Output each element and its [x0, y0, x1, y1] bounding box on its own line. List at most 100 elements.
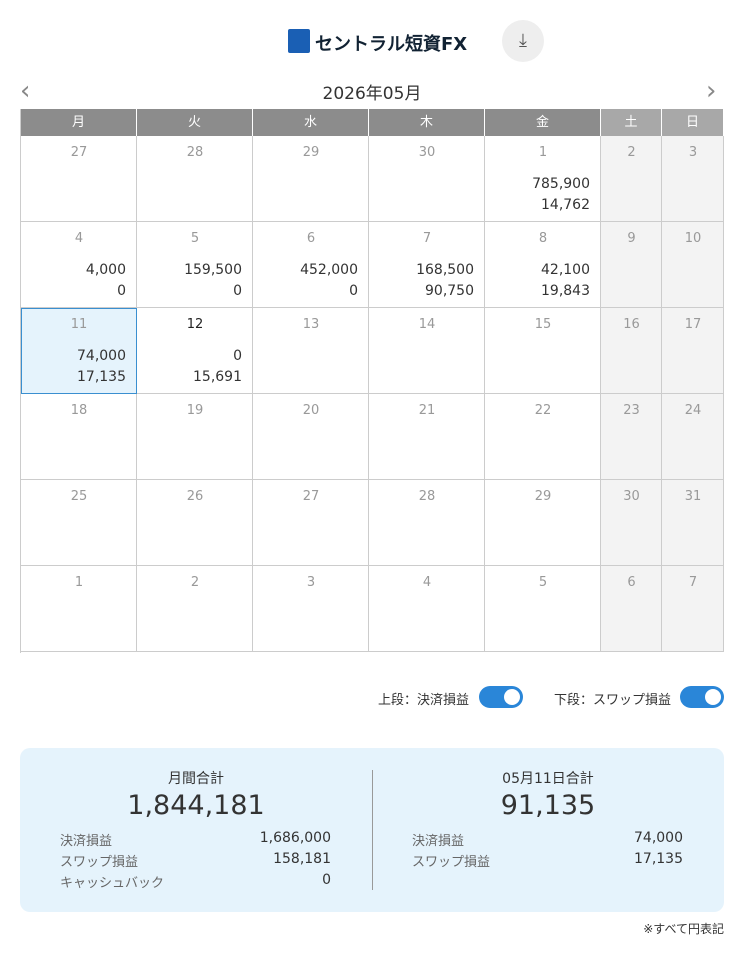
day-cell[interactable]: 3: [662, 136, 724, 222]
day-cell[interactable]: 1: [21, 566, 137, 652]
day-cell[interactable]: 18: [21, 394, 137, 480]
day-cell[interactable]: 8 42,100 19,843: [485, 222, 601, 308]
lower-value: 0: [117, 283, 126, 299]
day-cell[interactable]: 31: [662, 480, 724, 566]
day-number: 20: [302, 403, 320, 418]
day-number: 1: [74, 575, 84, 590]
day-number: 6: [306, 231, 316, 246]
upper-value: 168,500: [416, 262, 474, 278]
day-cell[interactable]: 7: [662, 566, 724, 652]
day-cell[interactable]: 10: [662, 222, 724, 308]
toggle-label: 上段：決済損益: [378, 693, 470, 708]
day-cell[interactable]: 15: [485, 308, 601, 394]
day-cell[interactable]: 4: [369, 566, 485, 652]
day-number: 2: [627, 145, 636, 160]
summary-row-value: 17,135: [634, 851, 683, 867]
logo-icon: [288, 29, 310, 53]
day-cell[interactable]: 3: [253, 566, 369, 652]
day-number: 4: [74, 231, 84, 246]
next-month[interactable]: ›: [706, 76, 717, 106]
day-cell[interactable]: 16: [601, 308, 662, 394]
divider: [372, 770, 373, 890]
day-cell[interactable]: 23: [601, 394, 662, 480]
summary-row-label: 決済損益: [60, 834, 113, 849]
day-cell[interactable]: 1 785,900 14,762: [485, 136, 601, 222]
toggle-knob: [504, 689, 520, 705]
day-cell[interactable]: 5 159,500 0: [137, 222, 253, 308]
day-cell[interactable]: 30: [601, 480, 662, 566]
toggle-knob: [705, 689, 721, 705]
summary-row-label: 決済損益: [412, 834, 465, 849]
upper-value: 0: [233, 348, 242, 364]
day-cell[interactable]: 19: [137, 394, 253, 480]
day-number: 3: [688, 145, 698, 160]
day-number: 10: [684, 231, 702, 246]
day-cell[interactable]: 29: [253, 136, 369, 222]
day-cell[interactable]: 4 4,000 0: [21, 222, 137, 308]
toggle-switch[interactable]: [479, 686, 523, 708]
upper-value: 785,900: [532, 176, 590, 192]
upper-value: 159,500: [184, 262, 242, 278]
day-number: 5: [190, 231, 200, 246]
day-cell[interactable]: 14: [369, 308, 485, 394]
day-cell[interactable]: 20: [253, 394, 369, 480]
day-cell[interactable]: 7 168,500 90,750: [369, 222, 485, 308]
day-cell[interactable]: 5: [485, 566, 601, 652]
day-number: 25: [70, 489, 88, 504]
day-cell[interactable]: 17: [662, 308, 724, 394]
day-number: 29: [534, 489, 552, 504]
day-cell[interactable]: 26: [137, 480, 253, 566]
day-cell[interactable]: 22: [485, 394, 601, 480]
day-cell[interactable]: 2: [137, 566, 253, 652]
day-number: 17: [684, 317, 702, 332]
day-cell[interactable]: 11 74,000 17,135: [21, 308, 137, 394]
download-button[interactable]: ⤓: [502, 20, 544, 62]
day-cell[interactable]: 28: [137, 136, 253, 222]
day-number: 19: [186, 403, 204, 418]
logo: セントラル短資FX: [315, 34, 468, 55]
day-cell[interactable]: 6 452,000 0: [253, 222, 369, 308]
upper-value: 4,000: [85, 262, 126, 278]
prev-month[interactable]: ‹: [20, 76, 31, 106]
day-cell[interactable]: 21: [369, 394, 485, 480]
summary-row-value: 158,181: [273, 851, 331, 867]
summary-title: 月間合計: [168, 771, 224, 787]
toggle-switch[interactable]: [680, 686, 724, 708]
day-number: 6: [627, 575, 636, 590]
day-cell[interactable]: 13: [253, 308, 369, 394]
summary-row-label: スワップ損益: [60, 855, 139, 870]
lower-value: 0: [349, 283, 358, 299]
day-cell[interactable]: 29: [485, 480, 601, 566]
day-number: 1: [538, 145, 548, 160]
summary-total: 1,844,181: [127, 790, 265, 821]
calendar: 月火水木金土日 27 28 29 30 1 785,900 14,762 2 3 4 4,000 0 5 1…: [20, 109, 725, 653]
day-cell[interactable]: 24: [662, 394, 724, 480]
day-cell[interactable]: 30: [369, 136, 485, 222]
lower-value: 90,750: [425, 283, 474, 299]
day-number: 31: [684, 489, 702, 504]
day-cell[interactable]: 27: [21, 136, 137, 222]
summary-row-value: 74,000: [634, 830, 683, 846]
summary-box: 月間合計 1,844,181 決済損益 1,686,000 スワップ損益 158,181 キ…: [20, 748, 724, 912]
day-number: 8: [538, 231, 548, 246]
day-cell[interactable]: 6: [601, 566, 662, 652]
day-cell[interactable]: 12 0 15,691: [137, 308, 253, 394]
toggle-label: 下段：スワップ損益: [554, 693, 672, 708]
upper-value: 452,000: [300, 262, 358, 278]
day-number: 28: [186, 145, 204, 160]
weekday-header: 水: [253, 109, 369, 136]
day-number: 2: [190, 575, 200, 590]
day-number: 30: [418, 145, 436, 160]
day-number: 27: [302, 489, 320, 504]
day-cell[interactable]: 25: [21, 480, 137, 566]
day-number: 26: [186, 489, 204, 504]
day-cell[interactable]: 28: [369, 480, 485, 566]
day-number: 16: [623, 317, 640, 332]
day-number: 29: [302, 145, 320, 160]
day-cell[interactable]: 2: [601, 136, 662, 222]
day-cell[interactable]: 27: [253, 480, 369, 566]
lower-value: 14,762: [541, 197, 590, 213]
day-cell[interactable]: 9: [601, 222, 662, 308]
lower-value: 0: [233, 283, 242, 299]
note: ※すべて円表記: [643, 922, 724, 936]
